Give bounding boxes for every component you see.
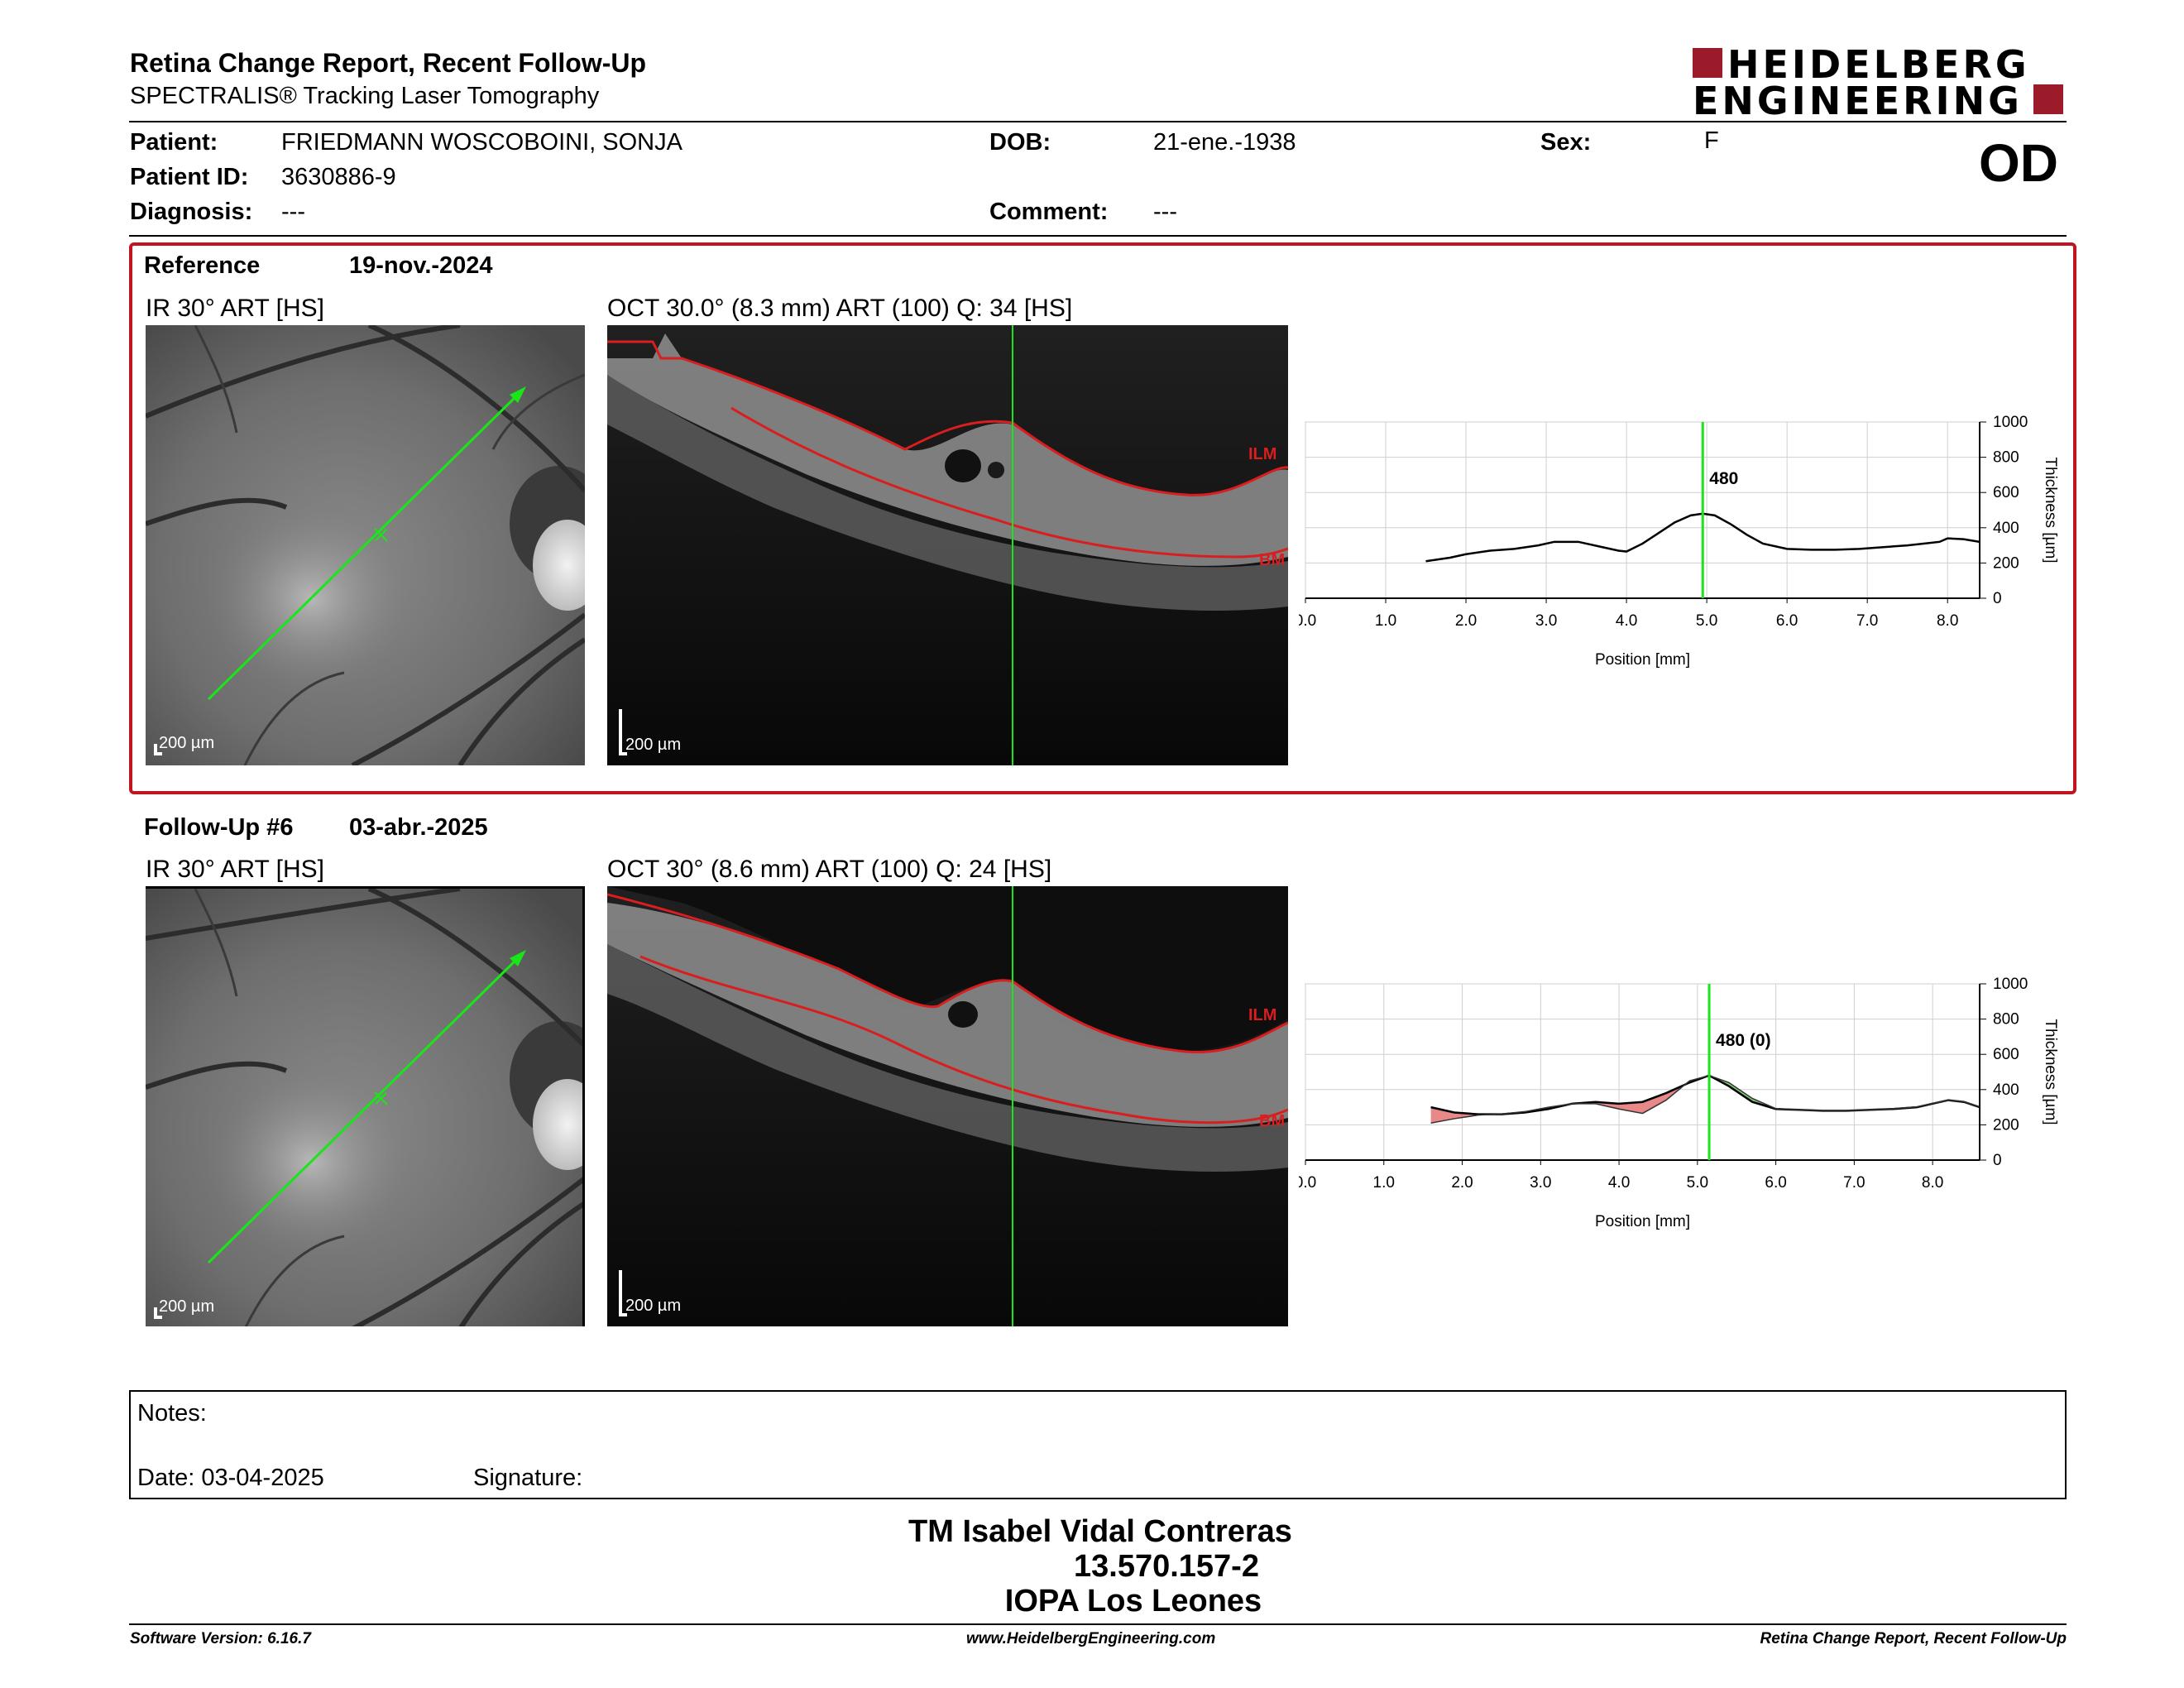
ref-chart-x-tick-label: 2.0 [1455, 612, 1477, 630]
followup-oct-title: OCT 30° (8.6 mm) ART (100) Q: 24 [HS] [607, 856, 1052, 883]
signer-id: 13.570.157-2 [1074, 1549, 1259, 1584]
fu-chart-x-tick-label: 7.0 [1843, 1174, 1865, 1192]
ref-chart-y-tick-label: 1000 [1993, 414, 2028, 431]
ref-chart-y-axis-label: Thickness [µm] [2042, 457, 2059, 563]
reference-oct-scalebar: 200 µm [619, 707, 693, 755]
signer-name: TM Isabel Vidal Contreras [908, 1514, 1292, 1549]
ref-chart-x-tick-label: 6.0 [1776, 612, 1798, 630]
followup-bm-label: BM [1259, 1112, 1285, 1130]
reference-ir-fundus-image: 200 µm [146, 325, 585, 765]
ref-chart-x-tick-label: 3.0 [1535, 612, 1557, 630]
footer-website[interactable]: www.HeidelbergEngineering.com [966, 1630, 1216, 1647]
followup-ir-fundus-image: 200 µm [146, 886, 585, 1326]
notes-box: Notes: Date: 03-04-2025 Signature: [129, 1390, 2067, 1499]
followup-date: 03-abr.-2025 [349, 814, 488, 841]
patient-name-label: Patient: [130, 129, 218, 156]
reference-frame [129, 242, 2076, 794]
fu-chart-y-axis-label: Thickness [µm] [2042, 1019, 2059, 1125]
fu-chart-y-tick-label: 200 [1993, 1116, 2019, 1134]
fu-chart-y-tick-label: 600 [1993, 1046, 2019, 1063]
fu-chart-series-line-1 [1430, 1074, 1980, 1125]
ref-chart-x-tick-label: 7.0 [1856, 612, 1878, 630]
fu-chart-change-area [1619, 1101, 1643, 1114]
fu-chart-change-area [1642, 1093, 1666, 1114]
fu-chart-x-tick-label: 3.0 [1530, 1174, 1551, 1192]
fu-chart-x-tick-label: 4.0 [1608, 1174, 1630, 1192]
ref-chart-x-tick-label: 4.0 [1616, 612, 1637, 630]
dob-label: DOB: [989, 129, 1051, 156]
dob-value: 21-ene.-1938 [1153, 129, 1296, 156]
patient-id-label: Patient ID: [130, 164, 249, 190]
fu-chart-x-tick-label: 6.0 [1765, 1174, 1786, 1192]
fu-chart-x-tick-label: 8.0 [1922, 1174, 1943, 1192]
sex-value: F [1704, 127, 1719, 154]
sex-label: Sex: [1540, 129, 1592, 156]
reference-label: Reference [144, 252, 261, 279]
header-divider [129, 121, 2067, 122]
reference-oct-title: OCT 30.0° (8.3 mm) ART (100) Q: 34 [HS] [607, 295, 1073, 322]
comment-value: --- [1153, 199, 1177, 225]
fu-chart-x-tick-label: 5.0 [1687, 1174, 1708, 1192]
ref-chart-y-tick-label: 600 [1993, 484, 2019, 501]
ref-chart-x-tick-label: 5.0 [1696, 612, 1717, 630]
reference-date: 19-nov.-2024 [349, 252, 493, 279]
report-subtitle: SPECTRALIS® Tracking Laser Tomography [130, 83, 600, 109]
footer-divider [129, 1623, 2067, 1625]
ref-chart-y-tick-label: 800 [1993, 449, 2019, 467]
ref-chart-cursor-value-label: 480 [1709, 469, 1738, 488]
fu-chart-change-area [1430, 1107, 1455, 1124]
diagnosis-label: Diagnosis: [130, 199, 253, 225]
followup-ir-title: IR 30° ART [HS] [146, 856, 324, 883]
patient-name: FRIEDMANN WOSCOBOINI, SONJA [281, 129, 682, 156]
ref-chart-plot-area [1305, 421, 1980, 599]
ref-chart-x-tick-label: 8.0 [1937, 612, 1958, 630]
notes-date: Date: 03-04-2025 [137, 1465, 324, 1491]
fu-chart-x-tick-label: 0.0 [1299, 1174, 1316, 1192]
reference-ir-title: IR 30° ART [HS] [146, 295, 324, 322]
followup-oct-bscan-image: ILM BM 200 µm [607, 886, 1288, 1326]
followup-label: Follow-Up #6 [144, 814, 294, 841]
fu-chart-cursor-value-label: 480 (0) [1716, 1031, 1771, 1050]
ref-chart-y-tick-label: 200 [1993, 554, 2019, 572]
fu-chart-y-tick-label: 1000 [1993, 976, 2028, 993]
eye-indicator: OD [1979, 133, 2058, 193]
ref-chart-y-tick-label: 0 [1993, 590, 2002, 607]
ref-chart-y-tick-label: 400 [1993, 520, 2019, 537]
reference-bm-label: BM [1259, 551, 1285, 569]
patient-id: 3630886-9 [281, 164, 396, 190]
ref-chart-x-tick-label: 0.0 [1299, 612, 1316, 630]
fu-chart-x-axis-label: Position [mm] [1595, 1213, 1690, 1230]
fu-chart-x-tick-label: 1.0 [1373, 1174, 1395, 1192]
notes-label: Notes: [137, 1400, 207, 1427]
report-title: Retina Change Report, Recent Follow-Up [130, 48, 647, 78]
followup-ilm-label: ILM [1248, 1006, 1276, 1024]
fu-chart-y-tick-label: 400 [1993, 1081, 2019, 1099]
reference-ilm-label: ILM [1248, 445, 1276, 463]
followup-oct-scalebar: 200 µm [619, 1268, 693, 1316]
comment-label: Comment: [989, 199, 1109, 225]
patient-divider [129, 235, 2067, 237]
signer-institution: IOPA Los Leones [1004, 1584, 1262, 1618]
ref-chart-x-axis-label: Position [mm] [1595, 651, 1690, 669]
notes-signature: Signature: [473, 1465, 583, 1491]
fu-chart-plot-area [1305, 983, 1980, 1161]
ref-chart-x-tick-label: 1.0 [1375, 612, 1396, 630]
reference-oct-bscan-image: ILM BM 200 µm [607, 325, 1288, 765]
footer-software-version: Software Version: 6.16.7 [130, 1630, 311, 1647]
fu-chart-x-tick-label: 2.0 [1451, 1174, 1473, 1192]
fu-chart-y-tick-label: 0 [1993, 1152, 2002, 1169]
fu-chart-y-tick-label: 800 [1993, 1011, 2019, 1029]
heidelberg-logo: HEIDELBERG ENGINEERING [1693, 46, 2067, 120]
followup-ir-scalebar: 200 µm [154, 1297, 220, 1319]
reference-ir-scalebar: 200 µm [154, 734, 220, 755]
followup-thickness-chart: 0.0 1.0 2.0 3.0 4.0 5.0 6.0 7.0 8.0 0 200 400 600 800… [1295, 971, 2076, 1236]
diagnosis-value: --- [281, 199, 305, 225]
reference-thickness-chart: 0.0 1.0 2.0 3.0 4.0 5.0 6.0 7.0 8.0 0 200 400 600 800… [1295, 410, 2076, 674]
footer-report-name: Retina Change Report, Recent Follow-Up [1760, 1630, 2067, 1647]
